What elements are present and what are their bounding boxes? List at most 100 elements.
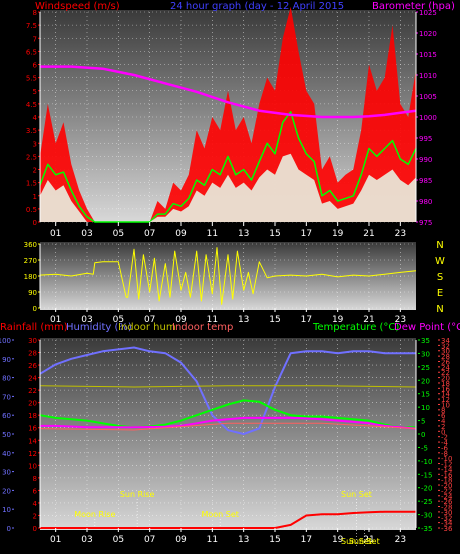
- baro-ytick-label: 1010: [419, 72, 437, 80]
- wind-gust-area: [40, 6, 416, 222]
- temperature-ytick-label: 0: [421, 431, 425, 439]
- temp-xtick-label: 05: [113, 535, 124, 545]
- baro-ytick-label: 1005: [419, 93, 437, 101]
- dewpoint-ytick-label: 34: [441, 337, 450, 345]
- dewpoint-ytick-label: -6: [441, 444, 449, 452]
- wind-ytick-label: 1.5: [26, 180, 37, 188]
- dewpoint-ytick-label: 14: [441, 391, 450, 399]
- dewpoint-ytick-label: 12: [441, 396, 450, 404]
- compass-label: S: [437, 272, 443, 283]
- humidity-ytick-label: 40: [2, 450, 11, 458]
- dewpoint-ytick-label: 4: [441, 418, 446, 426]
- dewpoint-ytick-label: -14: [441, 466, 453, 474]
- rainfall-ytick-label: 30: [28, 337, 37, 345]
- temperature-ytick-label: 10: [421, 404, 430, 412]
- wind-ytick-label: 0.5: [26, 206, 37, 214]
- humidity-ytick-label: 90: [2, 356, 11, 364]
- temp-panel-bg: [40, 338, 416, 530]
- direction-xtick-label: 15: [269, 315, 280, 325]
- rainfall-ytick-label: 24: [28, 375, 37, 383]
- rainfall-ytick-label: 16: [28, 425, 37, 433]
- humidity-ytick-label: 70: [2, 393, 11, 401]
- wind-xtick-label: 23: [395, 229, 406, 239]
- direction-xtick-label: 07: [144, 315, 155, 325]
- wind-xtick-label: 21: [363, 229, 374, 239]
- dewpoint-ytick-label: -16: [441, 471, 453, 479]
- temperature-ytick-label: -15: [421, 471, 432, 479]
- direction-xtick-label: 09: [175, 315, 187, 325]
- humidity-ytick-label: 80: [2, 375, 11, 383]
- compass-label: N: [436, 240, 443, 251]
- rainfall-ytick-label: 22: [28, 387, 37, 395]
- direction-xtick-label: 21: [363, 315, 374, 325]
- baro-ytick-label: 1000: [419, 114, 437, 122]
- rainfall-ytick-label: 20: [28, 400, 37, 408]
- indoor-temp-title: Indoor temp: [172, 322, 233, 333]
- temp-xtick-label: 01: [50, 535, 61, 545]
- wind-average-line: [39, 111, 417, 223]
- dewpoint-ytick-label: -28: [441, 504, 452, 512]
- humidity-ytick-label: 60: [2, 412, 11, 420]
- dewpoint-ytick-label: -26: [441, 498, 453, 506]
- temperature-ytick-label: 30: [421, 350, 430, 358]
- baro-ytick-label: 985: [419, 177, 432, 185]
- wind-xtick-label: 19: [332, 229, 344, 239]
- baro-ytick-label: 1025: [419, 9, 437, 17]
- wind-xtick-label: 01: [50, 229, 61, 239]
- temperature-ytick-label: -10: [421, 458, 432, 466]
- dewpoint-ytick-label: 18: [441, 380, 450, 388]
- wind-ytick-label: 5.5: [26, 75, 37, 83]
- dewpoint-line: [40, 416, 417, 430]
- temp-xtick-label: 21: [363, 535, 374, 545]
- direction-ytick-label: 180: [24, 273, 37, 281]
- rainfall-ytick-label: 28: [28, 350, 37, 358]
- wind-xtick-label: 05: [113, 229, 124, 239]
- wind-chart-title: 24 hour graph (day - 12 April 2015: [170, 1, 344, 12]
- wind-ytick-label: 8: [33, 9, 37, 17]
- rainfall-ytick-label: 8: [33, 475, 37, 483]
- dewpoint-ytick-label: -18: [441, 477, 452, 485]
- humidity-ytick-label: 0: [7, 525, 11, 533]
- wind-direction-line: [39, 247, 417, 305]
- temp-xtick-label: 09: [175, 535, 187, 545]
- event-label: Moon Set: [201, 510, 238, 519]
- rainfall-ytick-label: 4: [33, 500, 38, 508]
- indoor-hum-title: Indoor hum: [118, 322, 176, 333]
- dewpoint-ytick-label: -2: [441, 434, 448, 442]
- humidity-ytick-label: 10: [2, 506, 11, 514]
- event-label: Sun Set: [341, 490, 372, 499]
- wind-ytick-label: 4.5: [26, 101, 37, 109]
- event-label: Moon Rise: [74, 510, 115, 519]
- dewpoint-ytick-label: 32: [441, 342, 450, 350]
- dewpoint-ytick-label: -4: [441, 439, 449, 447]
- wind-xtick-label: 07: [144, 229, 155, 239]
- wind-ytick-label: 3.5: [26, 127, 37, 135]
- dewpoint-ytick-label: 28: [441, 353, 450, 361]
- direction-ytick-label: 270: [24, 257, 37, 265]
- dewpoint-ytick-label: -34: [441, 520, 453, 528]
- humidity-ytick-label: 50: [2, 431, 11, 439]
- humidity-ytick-label: 100: [0, 337, 11, 345]
- rainfall-ytick-label: 10: [28, 462, 37, 470]
- rainfall-ytick-label: 18: [28, 412, 37, 420]
- wind-ytick-label: 5: [33, 88, 37, 96]
- wind-ytick-label: 1: [33, 193, 37, 201]
- dewpoint-ytick-label: -30: [441, 509, 452, 517]
- humidity-title: Humidity (%): [66, 322, 132, 333]
- wind-speed-area: [40, 153, 416, 222]
- barometer-line: [40, 65, 417, 119]
- wind-ytick-label: 7: [33, 35, 37, 43]
- wind-xtick-label: 15: [269, 229, 280, 239]
- wind-ytick-label: 2.5: [26, 153, 37, 161]
- wind-xtick-label: 13: [238, 229, 249, 239]
- wind-xtick-label: 03: [81, 229, 92, 239]
- temperature-ytick-label: 35: [421, 337, 430, 345]
- wind-xtick-label: 09: [175, 229, 187, 239]
- event-label: Sun Rise: [120, 490, 155, 499]
- direction-ytick-label: 90: [28, 289, 37, 297]
- indoor-temp-line: [39, 422, 417, 431]
- temperature-ytick-label: -30: [421, 512, 432, 520]
- temperature-ytick-label: 15: [421, 391, 430, 399]
